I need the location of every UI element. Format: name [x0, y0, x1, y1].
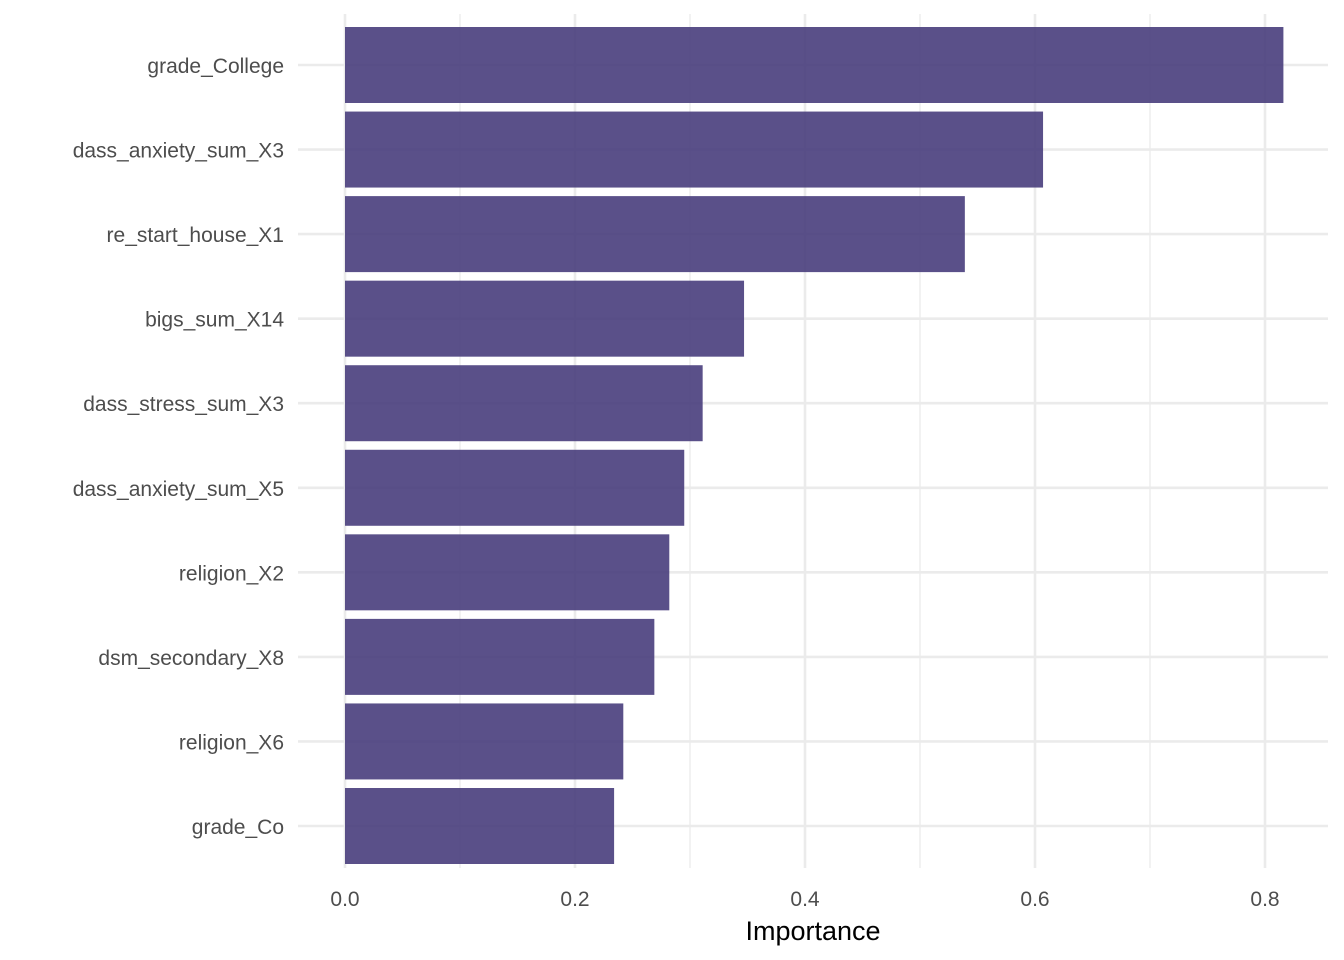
- bars: [345, 27, 1284, 864]
- y-tick-label: dsm_secondary_X8: [98, 647, 284, 670]
- y-tick-label: religion_X6: [179, 731, 284, 754]
- x-tick-label: 0.0: [330, 888, 359, 911]
- x-axis-tick-labels: 0.0 0.2 0.4 0.6 0.8: [330, 888, 1279, 911]
- y-tick-label: re_start_house_X1: [107, 224, 284, 247]
- y-axis-tick-labels: grade_College dass_anxiety_sum_X3 re_start…: [73, 55, 285, 839]
- bar-grade_College: [345, 27, 1284, 103]
- y-tick-label: bigs_sum_X14: [145, 309, 284, 332]
- bar-re_start_house_X1: [345, 196, 965, 273]
- bar-religion_X2: [345, 534, 670, 611]
- y-tick-label: religion_X2: [179, 562, 284, 585]
- bar-dass_anxiety_sum_X5: [345, 449, 685, 526]
- bar-dass_stress_sum_X3: [345, 365, 703, 442]
- x-tick-label: 0.6: [1020, 888, 1049, 911]
- x-tick-label: 0.8: [1250, 888, 1279, 911]
- bar-dsm_secondary_X8: [345, 618, 655, 695]
- bar-dass_anxiety_sum_X3: [345, 111, 1044, 188]
- y-tick-label: dass_anxiety_sum_X5: [73, 478, 284, 501]
- x-tick-label: 0.4: [790, 888, 820, 911]
- y-tick-label: grade_College: [147, 55, 284, 78]
- x-tick-label: 0.2: [560, 888, 589, 911]
- bar-bigs_sum_X14: [345, 280, 745, 357]
- y-tick-label: grade_Co: [192, 816, 284, 839]
- y-tick-label: dass_anxiety_sum_X3: [73, 140, 284, 163]
- bar-grade_Co: [345, 788, 615, 864]
- bar-religion_X6: [345, 703, 624, 780]
- y-tick-label: dass_stress_sum_X3: [83, 393, 284, 416]
- x-axis-title: Importance: [745, 916, 880, 946]
